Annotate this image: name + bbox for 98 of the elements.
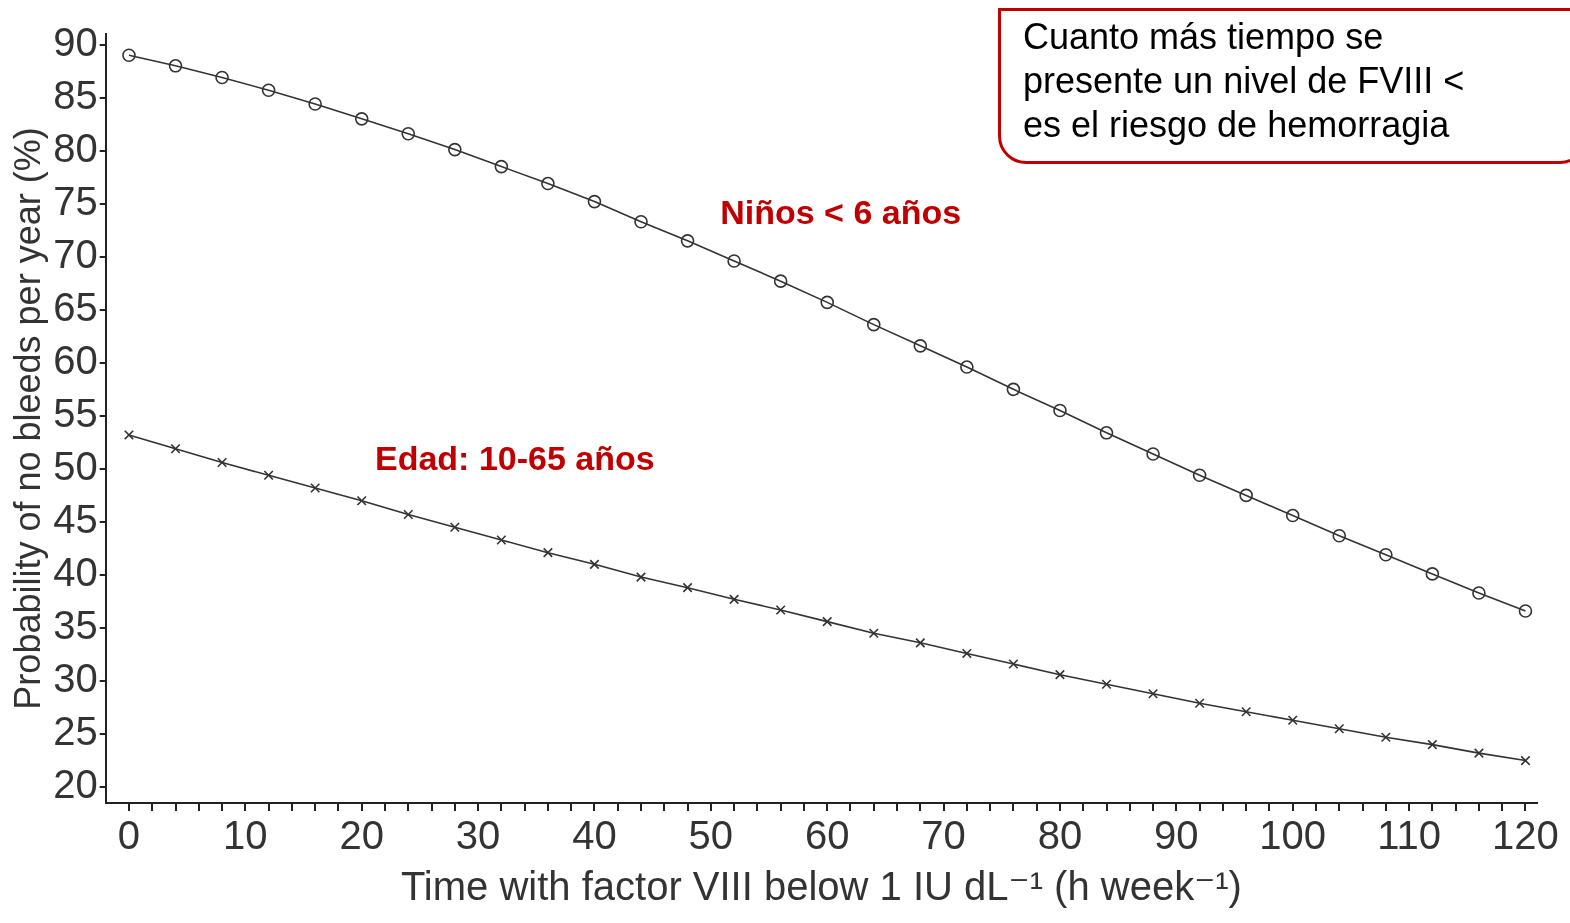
point [217,457,228,468]
point [1332,528,1347,543]
point [822,616,833,627]
point [775,604,786,615]
x-tick-label: 30 [455,813,501,858]
point [168,59,183,73]
y-tick-label: 40 [53,549,98,594]
point [915,637,926,648]
point [215,70,229,85]
y-tick-label: 60 [53,337,98,382]
series-label: Edad: 10-65 años [374,438,655,477]
y-axis-title: Probability of no bleeds per year (%) [6,127,48,710]
point [308,97,322,111]
annotation: Cuanto más tiempo se [1023,15,1385,59]
point [1146,447,1160,461]
point [1518,604,1533,618]
point [634,214,648,229]
point [1287,715,1298,726]
point [1099,426,1114,440]
y-tick-label: 70 [53,231,98,276]
point [1334,723,1345,734]
point [541,176,555,191]
y-tick-label: 35 [53,603,98,648]
point [961,648,972,659]
point [1101,679,1112,690]
annotation: presente un nivel de FVIII < [1023,59,1466,103]
point [1425,567,1440,581]
point [354,112,369,126]
y-tick-label: 85 [53,72,98,117]
y-tick-label: 65 [53,284,98,329]
point [729,594,740,605]
point [866,317,881,332]
x-tick-label: 0 [117,813,141,858]
point [123,429,135,440]
point [542,547,553,558]
y-tick-label: 80 [53,125,98,170]
point [868,628,879,639]
x-axis-title: Time with factor VIII below 1 IU dL⁻¹ (h week⁻¹) [400,864,1242,909]
y-tick-label: 75 [53,178,98,223]
point [1194,698,1205,709]
x-tick-label: 120 [1492,813,1559,858]
point [680,234,695,248]
point [682,582,693,593]
annotation: es el riesgo de hemorragia [1023,103,1451,147]
x-tick-label: 40 [572,813,617,858]
y-tick-label: 30 [53,656,98,701]
x-tick-label: 20 [339,813,384,858]
point [448,142,462,157]
point [170,443,181,454]
point [263,470,274,481]
point [1239,488,1253,503]
point [122,48,136,63]
point [1008,659,1019,670]
point [960,360,974,374]
point [1192,468,1207,483]
point [1053,403,1067,418]
y-tick-label: 20 [53,762,98,807]
point [1427,739,1438,750]
point [773,274,788,288]
point [449,522,460,533]
point [1520,755,1531,766]
point [587,194,602,209]
point [310,482,321,494]
point [494,159,509,174]
x-tick-label: 60 [804,813,850,858]
y-tick-label: 25 [53,709,98,754]
note-box: Cuanto más tiempo se presente un nivel de FVIII < es el riesgo de hemorragia [998,8,1570,164]
x-tick-label: 90 [1154,813,1199,858]
point [635,572,647,583]
point [1285,508,1300,523]
x-tick-label: 10 [223,813,268,858]
point [496,534,507,545]
point [1472,586,1486,600]
point [913,339,928,353]
point [1379,548,1393,562]
y-tick-label: 50 [53,443,98,488]
point [403,509,414,520]
y-tick-label: 90 [53,19,98,64]
x-tick-label: 110 [1377,813,1441,858]
x-tick-label: 100 [1259,813,1327,858]
point [1006,382,1021,397]
x-tick-label: 50 [688,813,734,858]
point [1380,732,1391,743]
point [261,83,276,98]
point [589,559,600,570]
x-tick-label: 70 [921,813,966,858]
point [1241,706,1252,717]
point [1148,688,1159,699]
point [401,126,416,141]
point [1473,748,1484,759]
point [727,254,741,268]
y-tick-label: 55 [53,390,98,435]
series-label: Niños < 6 años [720,192,962,231]
point [356,495,367,506]
point [820,295,835,310]
y-tick-label: 45 [53,496,98,541]
x-tick-label: 80 [1037,813,1083,858]
point [1054,669,1066,680]
